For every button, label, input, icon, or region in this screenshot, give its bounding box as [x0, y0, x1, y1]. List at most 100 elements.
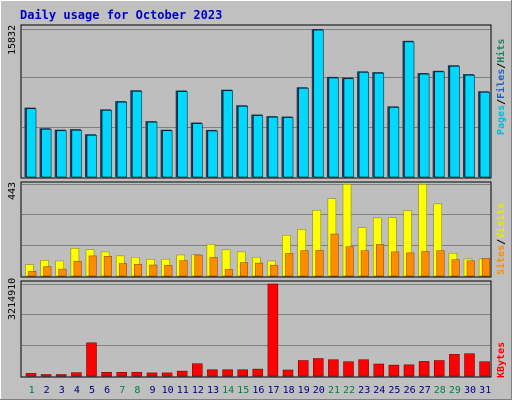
sites-bar	[164, 264, 173, 277]
files-bar	[283, 117, 294, 178]
kbytes-bar	[86, 342, 97, 377]
files-bar	[419, 73, 430, 178]
day-label: 9	[149, 385, 155, 396]
day-label: 4	[74, 385, 80, 396]
sites-bar	[436, 250, 445, 277]
kbytes-bar	[282, 369, 294, 377]
day-label: 13	[207, 385, 219, 396]
kbytes-bar	[222, 369, 233, 377]
sites-bar	[481, 258, 490, 277]
legend-sep-1: /	[496, 99, 507, 105]
sites-bar	[134, 264, 143, 277]
files-bar	[237, 106, 248, 178]
kbytes-bar	[25, 373, 37, 377]
files-bar	[26, 108, 37, 178]
day-label: 18	[283, 385, 295, 396]
legend-hits: Hits	[495, 39, 507, 63]
kbytes-bar	[479, 361, 490, 377]
sites-bar	[300, 250, 309, 277]
bars	[24, 29, 490, 377]
x-axis-labels: 1 2 3 4 5 6 7 8 9 10 11 12 13 14 15 16 17 18 19 20 21 22 23 24 2…	[29, 385, 492, 396]
files-bar	[86, 135, 97, 178]
day-label: 20	[313, 385, 325, 396]
kbytes-bar	[403, 364, 415, 377]
files-bar	[313, 29, 324, 178]
day-label: 28	[434, 385, 446, 396]
files-bar	[328, 77, 339, 178]
sites-bar	[224, 269, 233, 277]
files-bar	[268, 116, 279, 178]
sites-legend: Sites/Visits	[495, 203, 507, 275]
kbytes-bar	[328, 359, 339, 377]
kbytes-bar	[71, 372, 82, 377]
kbytes-legend: KBytes	[496, 342, 507, 378]
kbytes-bar	[418, 361, 430, 377]
files-bar	[192, 123, 203, 178]
sites-bar	[315, 250, 324, 277]
sites-bar	[239, 262, 248, 277]
sites-bar	[43, 266, 52, 277]
kbytes-bar	[343, 361, 354, 377]
kbytes-bar	[388, 364, 400, 377]
kbytes-bar	[40, 374, 52, 377]
day-label: 12	[192, 385, 204, 396]
files-bar	[101, 110, 112, 178]
kbytes-bar	[358, 359, 369, 377]
files-bar	[147, 121, 158, 178]
sites-bar	[28, 271, 37, 277]
files-bar	[298, 88, 309, 178]
kbytes-bar	[464, 353, 475, 377]
sites-bar	[345, 246, 354, 277]
sites-bar	[360, 250, 369, 277]
files-bar	[404, 41, 415, 178]
sites-bar	[88, 255, 97, 277]
day-label: 29	[449, 385, 461, 396]
files-bar	[116, 101, 127, 178]
kbytes-bar	[373, 363, 385, 377]
files-bar	[132, 91, 143, 178]
kbytes-bar	[313, 358, 324, 377]
day-label: 5	[89, 385, 95, 396]
kbytes-ymax-label: 3214910	[7, 278, 18, 320]
day-label: 7	[119, 385, 125, 396]
sites-bar	[149, 264, 158, 277]
day-label: 8	[134, 385, 140, 396]
day-label: 6	[104, 385, 110, 396]
kbytes-bar	[237, 369, 248, 377]
sites-ymax-label: 443	[7, 182, 18, 200]
day-label: 25	[388, 385, 400, 396]
kbytes-bar	[267, 283, 279, 377]
kbytes-bar	[176, 370, 188, 377]
day-label: 31	[479, 385, 491, 396]
day-label: 14	[222, 385, 234, 396]
sites-bar	[118, 263, 127, 277]
day-label: 19	[298, 385, 310, 396]
kbytes-bar	[101, 372, 112, 377]
files-bar	[207, 130, 218, 178]
sites-bar	[73, 261, 82, 277]
kbytes-bar	[161, 372, 173, 377]
legend-sep-3: /	[496, 239, 507, 245]
files-bar	[253, 115, 264, 178]
sites-bar	[255, 262, 264, 277]
files-bar	[222, 90, 233, 178]
day-label: 15	[237, 385, 249, 396]
sites-bar	[285, 253, 294, 277]
day-label: 23	[358, 385, 370, 396]
kbytes-bar	[192, 363, 203, 377]
day-label: 21	[328, 385, 340, 396]
kbytes-bar	[449, 354, 460, 377]
kbytes-bar	[433, 360, 445, 377]
day-label: 11	[177, 385, 189, 396]
day-label: 22	[343, 385, 355, 396]
files-bar	[41, 129, 52, 178]
day-label: 30	[464, 385, 476, 396]
files-bar	[434, 71, 445, 178]
sites-bar	[103, 256, 112, 277]
kbytes-bar	[252, 368, 264, 377]
sites-bar	[270, 264, 279, 277]
day-label: 27	[419, 385, 431, 396]
hits-ymax-label: 15832	[7, 25, 18, 55]
chart-title: Daily usage for October 2023	[20, 8, 222, 22]
